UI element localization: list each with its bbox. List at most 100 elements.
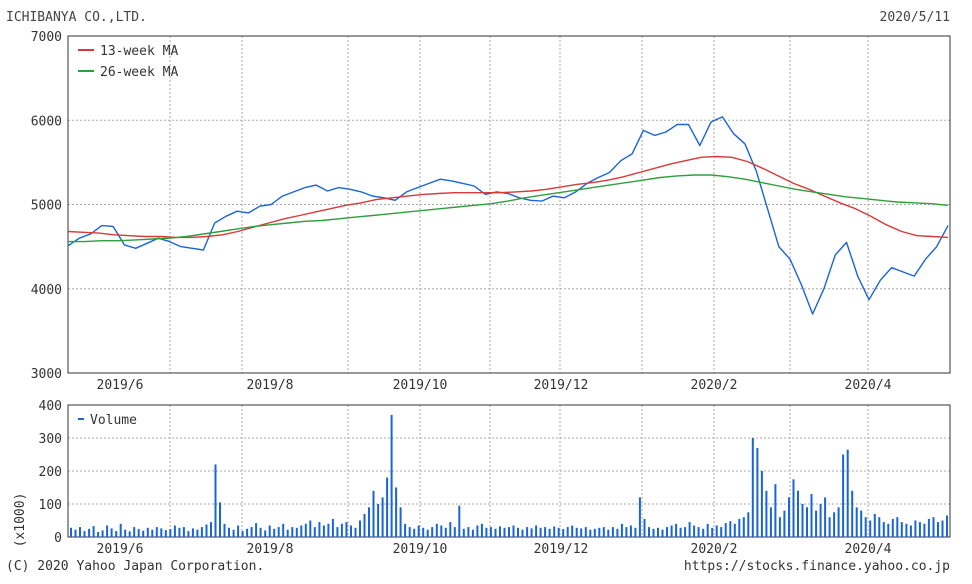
volume-bar xyxy=(97,532,100,537)
volume-bar xyxy=(733,523,736,537)
volume-bar xyxy=(331,518,334,537)
price-x-tick-label: 2019/6 xyxy=(97,378,144,393)
volume-bar xyxy=(480,523,483,537)
volume-bar xyxy=(200,527,203,537)
ma13-series-line xyxy=(67,155,949,239)
volume-bar xyxy=(133,527,136,537)
volume-bar xyxy=(900,522,903,537)
volume-bar xyxy=(137,529,140,537)
volume-bar xyxy=(214,464,217,537)
volume-bar xyxy=(408,527,411,537)
volume-bar xyxy=(675,523,678,537)
volume-bar xyxy=(896,517,899,537)
volume-bar xyxy=(611,527,614,537)
volume-bar xyxy=(377,504,380,537)
volume-bar xyxy=(824,497,827,537)
volume-bar xyxy=(661,529,664,537)
volume-bar xyxy=(575,527,578,537)
volume-bar xyxy=(620,523,623,537)
volume-y-tick-label: 100 xyxy=(39,498,62,513)
volume-bar xyxy=(905,523,908,537)
volume-bar xyxy=(923,523,926,537)
volume-bar xyxy=(142,530,145,537)
volume-bar xyxy=(914,520,917,537)
source-url[interactable]: https://stocks.finance.yahoo.co.jp xyxy=(683,559,950,574)
volume-bar xyxy=(467,527,470,537)
volume-bar xyxy=(390,414,393,537)
volume-bar xyxy=(715,525,718,537)
volume-x-tick-label: 2020/2 xyxy=(691,542,738,557)
volume-bar xyxy=(864,517,867,537)
volume-x-tick-label: 2019/8 xyxy=(247,542,294,557)
volume-bar xyxy=(300,525,303,537)
volume-x-tick-label: 2019/12 xyxy=(534,542,589,557)
ma26-series-line xyxy=(68,174,949,243)
volume-bar xyxy=(887,523,890,537)
volume-bar xyxy=(489,527,492,537)
volume-bar xyxy=(395,487,398,537)
volume-bar xyxy=(842,454,845,537)
volume-bar xyxy=(720,527,723,537)
volume-bar xyxy=(946,515,948,537)
chart-date: 2020/5/11 xyxy=(879,10,950,25)
volume-bar xyxy=(797,490,799,537)
volume-bar xyxy=(657,527,659,537)
volume-bar xyxy=(535,525,538,537)
volume-bar xyxy=(232,529,235,537)
volume-bar xyxy=(760,471,763,537)
volume-bar xyxy=(562,529,565,537)
volume-bar xyxy=(801,504,804,537)
volume-bar xyxy=(670,525,673,537)
volume-bar xyxy=(485,527,488,537)
volume-bar xyxy=(241,531,244,537)
volume-bar xyxy=(643,518,646,537)
volume-bar xyxy=(92,526,95,537)
volume-bar xyxy=(932,517,935,537)
volume-bar xyxy=(160,528,163,537)
volume-bar xyxy=(151,529,154,537)
volume-bar xyxy=(837,507,840,537)
volume-bar xyxy=(345,522,348,537)
price-x-tick-label: 2019/12 xyxy=(534,378,589,393)
volume-bar xyxy=(340,523,343,537)
volume-bar xyxy=(788,497,790,537)
volume-bar xyxy=(182,527,185,537)
volume-bar xyxy=(711,527,714,537)
volume-y-tick-label: 300 xyxy=(39,432,62,447)
copyright-text: (C) 2020 Yahoo Japan Corporation. xyxy=(6,559,265,574)
volume-bar xyxy=(223,523,226,537)
volume-bar xyxy=(634,527,637,537)
volume-bar xyxy=(444,527,447,537)
volume-bar xyxy=(119,523,122,537)
volume-bar xyxy=(449,522,452,537)
volume-bar xyxy=(462,528,465,538)
volume-bar xyxy=(909,525,912,537)
volume-bar xyxy=(806,507,808,537)
volume-bar xyxy=(250,527,253,537)
volume-bar xyxy=(828,517,831,537)
volume-bar xyxy=(774,484,777,537)
volume-bar xyxy=(638,497,641,537)
volume-bar xyxy=(246,528,249,538)
volume-bar xyxy=(282,523,285,537)
volume-bar xyxy=(684,527,687,537)
price-y-tick-label: 7000 xyxy=(31,30,62,45)
volume-bar xyxy=(738,518,741,537)
volume-bar xyxy=(729,521,732,537)
volume-bar xyxy=(607,529,610,537)
volume-bar xyxy=(106,525,109,537)
volume-bar xyxy=(508,527,510,537)
volume-bar xyxy=(273,528,276,538)
volume-bar xyxy=(115,531,118,537)
volume-bar xyxy=(386,477,389,537)
volume-bar xyxy=(918,522,921,537)
volume-bar xyxy=(286,529,289,537)
volume-bar xyxy=(530,528,533,537)
volume-bar xyxy=(548,528,551,538)
volume-bar xyxy=(499,526,501,537)
price-x-tick-label: 2019/10 xyxy=(393,378,448,393)
volume-bar xyxy=(882,522,885,537)
volume-bar xyxy=(855,507,858,537)
volume-bar xyxy=(702,528,705,538)
price-x-tick-label: 2020/4 xyxy=(845,378,892,393)
